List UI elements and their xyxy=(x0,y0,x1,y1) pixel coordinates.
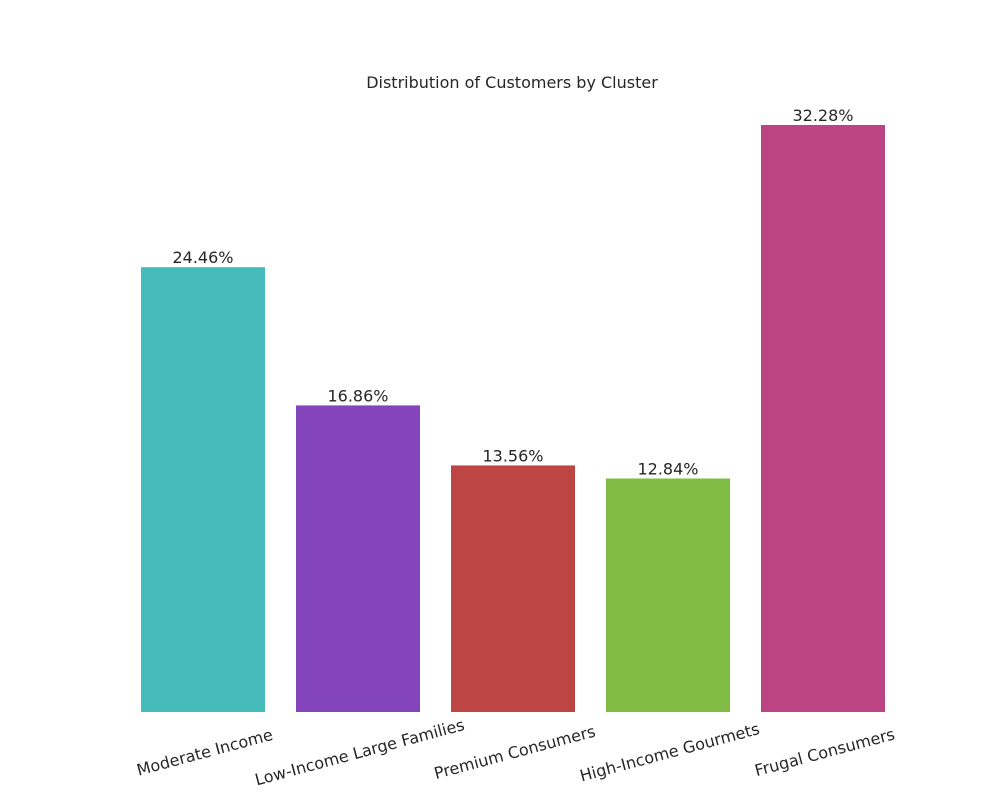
bar-3 xyxy=(606,478,730,712)
chart-title: Distribution of Customers by Cluster xyxy=(366,73,658,92)
x-tick-label: Frugal Consumers xyxy=(753,724,897,780)
value-labels-layer: 24.46% 16.86% 13.56% 12.84% 32.28% xyxy=(172,106,853,479)
bar-value-label: 24.46% xyxy=(172,248,233,267)
bar-4 xyxy=(761,125,885,712)
x-tick-label: Low-Income Large Families xyxy=(253,715,467,789)
bar-value-label: 16.86% xyxy=(327,386,388,405)
x-tick-label: High-Income Gourmets xyxy=(578,719,762,785)
bar-value-label: 12.84% xyxy=(637,460,698,479)
bar-0 xyxy=(141,267,265,712)
bars-layer xyxy=(141,125,885,712)
bar-2 xyxy=(451,465,575,712)
bar-value-label: 13.56% xyxy=(482,446,543,465)
bar-value-label: 32.28% xyxy=(792,106,853,125)
bar-1 xyxy=(296,405,420,712)
